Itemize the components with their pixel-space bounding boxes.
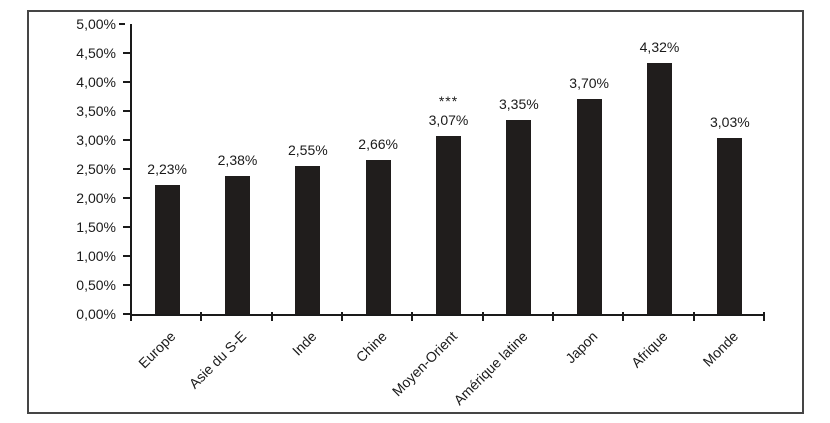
x-axis-tick [763, 312, 765, 321]
bar-value-label-chine: 2,66% [358, 135, 398, 154]
bar-amerique-latine [506, 119, 532, 314]
bar-asie-du-s-e [225, 175, 250, 314]
y-axis-tick [123, 168, 130, 170]
bar-value-label-inde: 2,55% [288, 141, 328, 160]
x-axis-tick [411, 312, 414, 321]
x-axis-tick [481, 312, 484, 321]
bar-value-text: 3,70% [569, 75, 610, 92]
x-axis-tick [692, 312, 695, 321]
x-axis-tick [552, 312, 554, 321]
y-axis-tick [123, 197, 130, 199]
bar-value-label-europe: 2,23% [147, 160, 187, 179]
bar-monde [717, 138, 743, 314]
y-axis-tick [123, 81, 130, 83]
y-axis-tick [123, 110, 130, 112]
bar-value-label-moyen-orient: *** 3,07% [429, 92, 469, 130]
bar-value-label-afrique: 4,32% [640, 38, 680, 57]
y-axis-tick-label: 0,50% [76, 277, 116, 293]
bar-chine [365, 159, 391, 314]
bar-value-text: 3,03% [709, 114, 750, 131]
y-axis-tick-label: 0,00% [76, 306, 116, 322]
bar-value-label-asie-du-s-e: 2,38% [218, 151, 258, 170]
y-axis-tick [119, 23, 125, 25]
bar-value-text: 2,38% [217, 151, 258, 168]
y-axis-tick-label: 4,50% [76, 45, 116, 61]
y-axis-tick-label: 1,00% [76, 248, 116, 264]
bar-value-text: 4,32% [639, 39, 680, 56]
x-axis-tick [270, 312, 273, 321]
bar-value-text: 3,35% [498, 95, 539, 112]
y-axis-tick [123, 226, 130, 228]
bar-moyen-orient [436, 135, 461, 314]
bar-value-text: 2,66% [358, 135, 399, 152]
y-axis-tick-label: 1,50% [76, 219, 116, 235]
bar-value-text: 2,23% [147, 160, 188, 177]
bar-afrique [647, 63, 672, 314]
y-axis-tick [123, 255, 130, 257]
bar-europe [154, 184, 180, 314]
significance-stars-annotation: *** [438, 92, 459, 109]
bar-value-label-japon: 3,70% [569, 74, 609, 93]
y-axis-tick [123, 313, 130, 315]
y-axis-tick [123, 52, 130, 54]
bar-value-text: 2,55% [287, 142, 328, 159]
bar-inde [295, 166, 321, 314]
x-axis-tick [200, 312, 203, 321]
x-axis-tick [622, 312, 625, 321]
y-axis-tick-label: 5,00% [76, 16, 116, 32]
y-axis-tick [123, 284, 130, 286]
x-axis-tick [130, 312, 132, 321]
y-axis-tick-label: 2,50% [76, 161, 116, 177]
bar-value-label-monde: 3,03% [710, 113, 750, 132]
plot-area: 0,00% 0,50% 1,00% 1,50% 2,00% 2,50% 3,00% 3,50%… [76, 16, 765, 408]
y-axis-tick-label: 3,00% [76, 132, 116, 148]
y-axis-tick-label: 4,00% [76, 74, 116, 90]
y-axis-tick-label: 2,00% [76, 190, 116, 206]
x-axis-tick [341, 312, 343, 321]
y-axis-tick [123, 139, 130, 141]
bar-value-label-amerique-latine: 3,35% [499, 95, 539, 114]
y-axis-tick-label: 3,50% [76, 103, 116, 119]
bar-japon [576, 99, 602, 314]
bar-value-text: 3,07% [428, 111, 469, 128]
